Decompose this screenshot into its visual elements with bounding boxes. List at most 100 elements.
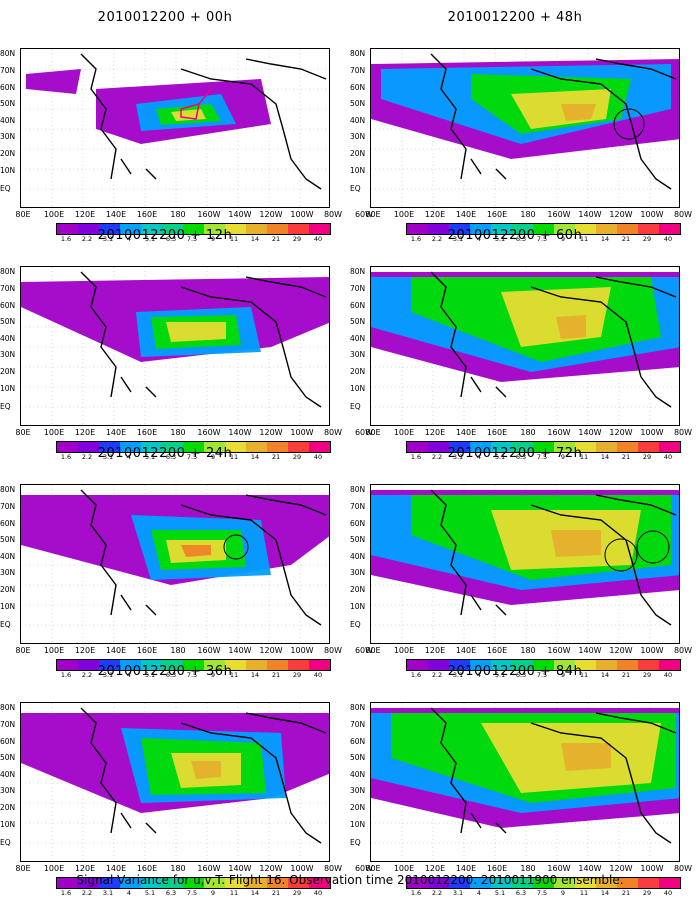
colorbar-swatch (141, 442, 162, 452)
map-panel: 2010012200 + 12h 80N 70N 60N 50N 40N 30N 20N 10N… (0, 228, 373, 461)
colorbar-swatch (596, 660, 617, 670)
colorbar-label: 1.6 (410, 889, 422, 897)
colorbar-swatch (659, 224, 680, 234)
longitude-label: 120E (424, 646, 446, 655)
latitude-label: 30N (0, 132, 16, 141)
longitude-label: 140E (105, 210, 127, 219)
longitude-label: 100E (393, 210, 415, 219)
longitude-label: 140E (455, 864, 477, 873)
colorbar-label: 4 (126, 235, 132, 243)
colorbar-label: 3.1 (452, 235, 464, 243)
colorbar-label: 40 (663, 235, 673, 243)
colorbar-label: 9 (560, 235, 566, 243)
longitude-label: 120E (74, 864, 96, 873)
latitude-label: 60N (0, 519, 16, 528)
latitude-label: EQ (0, 184, 11, 193)
longitude-label: 100E (393, 646, 415, 655)
longitude-label: 80E (365, 428, 381, 437)
colorbar-swatch (309, 442, 330, 452)
colorbar-label: 11 (579, 671, 589, 679)
longitude-label: 120W (609, 864, 633, 873)
colorbar-label: 29 (642, 889, 652, 897)
colorbar-label: 14 (250, 671, 260, 679)
colorbar-label: 9 (560, 889, 566, 897)
colorbar-swatch (246, 224, 267, 234)
colorbar (56, 659, 331, 671)
map-field (370, 48, 680, 208)
colorbar-swatch (491, 660, 512, 670)
colorbar-swatch (99, 660, 120, 670)
colorbar-swatch (120, 660, 141, 670)
colorbar-label: 21 (271, 671, 281, 679)
longitude-label: 80E (15, 428, 31, 437)
latitude-label: 80N (350, 267, 366, 276)
longitude-label: 100W (640, 428, 664, 437)
colorbar-label: 6.3 (165, 453, 177, 461)
latitude-label: 70N (350, 502, 366, 511)
colorbar-label: 3.1 (102, 889, 114, 897)
colorbar-label: 40 (663, 453, 673, 461)
colorbar-swatch (575, 442, 596, 452)
latitude-label: 50N (0, 753, 16, 762)
latitude-label: 40N (350, 552, 366, 561)
colorbar-label: 1.6 (410, 453, 422, 461)
panel-title: 2010012200 + 36h (97, 664, 233, 679)
latitude-label: EQ (350, 838, 361, 847)
colorbar-swatch (407, 224, 428, 234)
latitude-label: 30N (0, 350, 16, 359)
latitude-label: 30N (350, 132, 366, 141)
latitude-label: 30N (0, 786, 16, 795)
colorbar-swatch (617, 224, 638, 234)
longitude-label: 80E (15, 646, 31, 655)
colorbar-swatch (57, 878, 78, 888)
colorbar-swatch (162, 878, 183, 888)
colorbar-label: 7.5 (186, 453, 198, 461)
longitude-label: 120W (609, 428, 633, 437)
colorbar (56, 441, 331, 453)
colorbar-label: 29 (642, 235, 652, 243)
colorbar-label: 4 (126, 453, 132, 461)
latitude-label: 50N (350, 99, 366, 108)
colorbar-swatch (554, 442, 575, 452)
latitude-label: 10N (350, 820, 366, 829)
colorbar-label: 11 (579, 453, 589, 461)
longitude-label: 120W (259, 864, 283, 873)
longitude-label: 140W (578, 646, 602, 655)
colorbar-label: 1.6 (60, 453, 72, 461)
latitude-label: 30N (350, 350, 366, 359)
longitude-label: 140W (578, 210, 602, 219)
longitude-label: 120E (424, 210, 446, 219)
longitude-label: 140E (105, 646, 127, 655)
colorbar-swatch (78, 660, 99, 670)
colorbar-label: 2.2 (81, 671, 93, 679)
colorbar-label: 2.2 (431, 671, 443, 679)
latitude-label: 80N (0, 485, 16, 494)
colorbar-swatch (120, 878, 141, 888)
colorbar-label: 7.5 (536, 235, 548, 243)
map-field (20, 266, 330, 426)
longitude-label: 120E (424, 864, 446, 873)
longitude-label: 160E (136, 210, 158, 219)
latitude-label: 20N (350, 367, 366, 376)
colorbar-label: 11 (229, 671, 239, 679)
colorbar-swatch (617, 660, 638, 670)
panel-title: 2010012200 + 72h (447, 446, 583, 461)
colorbar-label: 1.6 (60, 235, 72, 243)
colorbar-swatch (512, 442, 533, 452)
longitude-label: 160W (547, 864, 571, 873)
colorbar-label: 4 (476, 671, 482, 679)
colorbar-label: 9 (560, 453, 566, 461)
colorbar-swatch (533, 224, 554, 234)
longitude-label: 80E (365, 864, 381, 873)
colorbar-swatch (533, 660, 554, 670)
colorbar-swatch (596, 224, 617, 234)
latitude-label: 20N (0, 803, 16, 812)
map-field (20, 702, 330, 862)
longitude-label: 180 (170, 646, 186, 655)
latitude-label: 40N (0, 116, 16, 125)
colorbar-label: 6.3 (165, 235, 177, 243)
latitude-label: 70N (350, 720, 366, 729)
colorbar-label: 5.1 (494, 235, 506, 243)
longitude-label: 80W (323, 646, 343, 655)
colorbar-swatch (470, 878, 491, 888)
